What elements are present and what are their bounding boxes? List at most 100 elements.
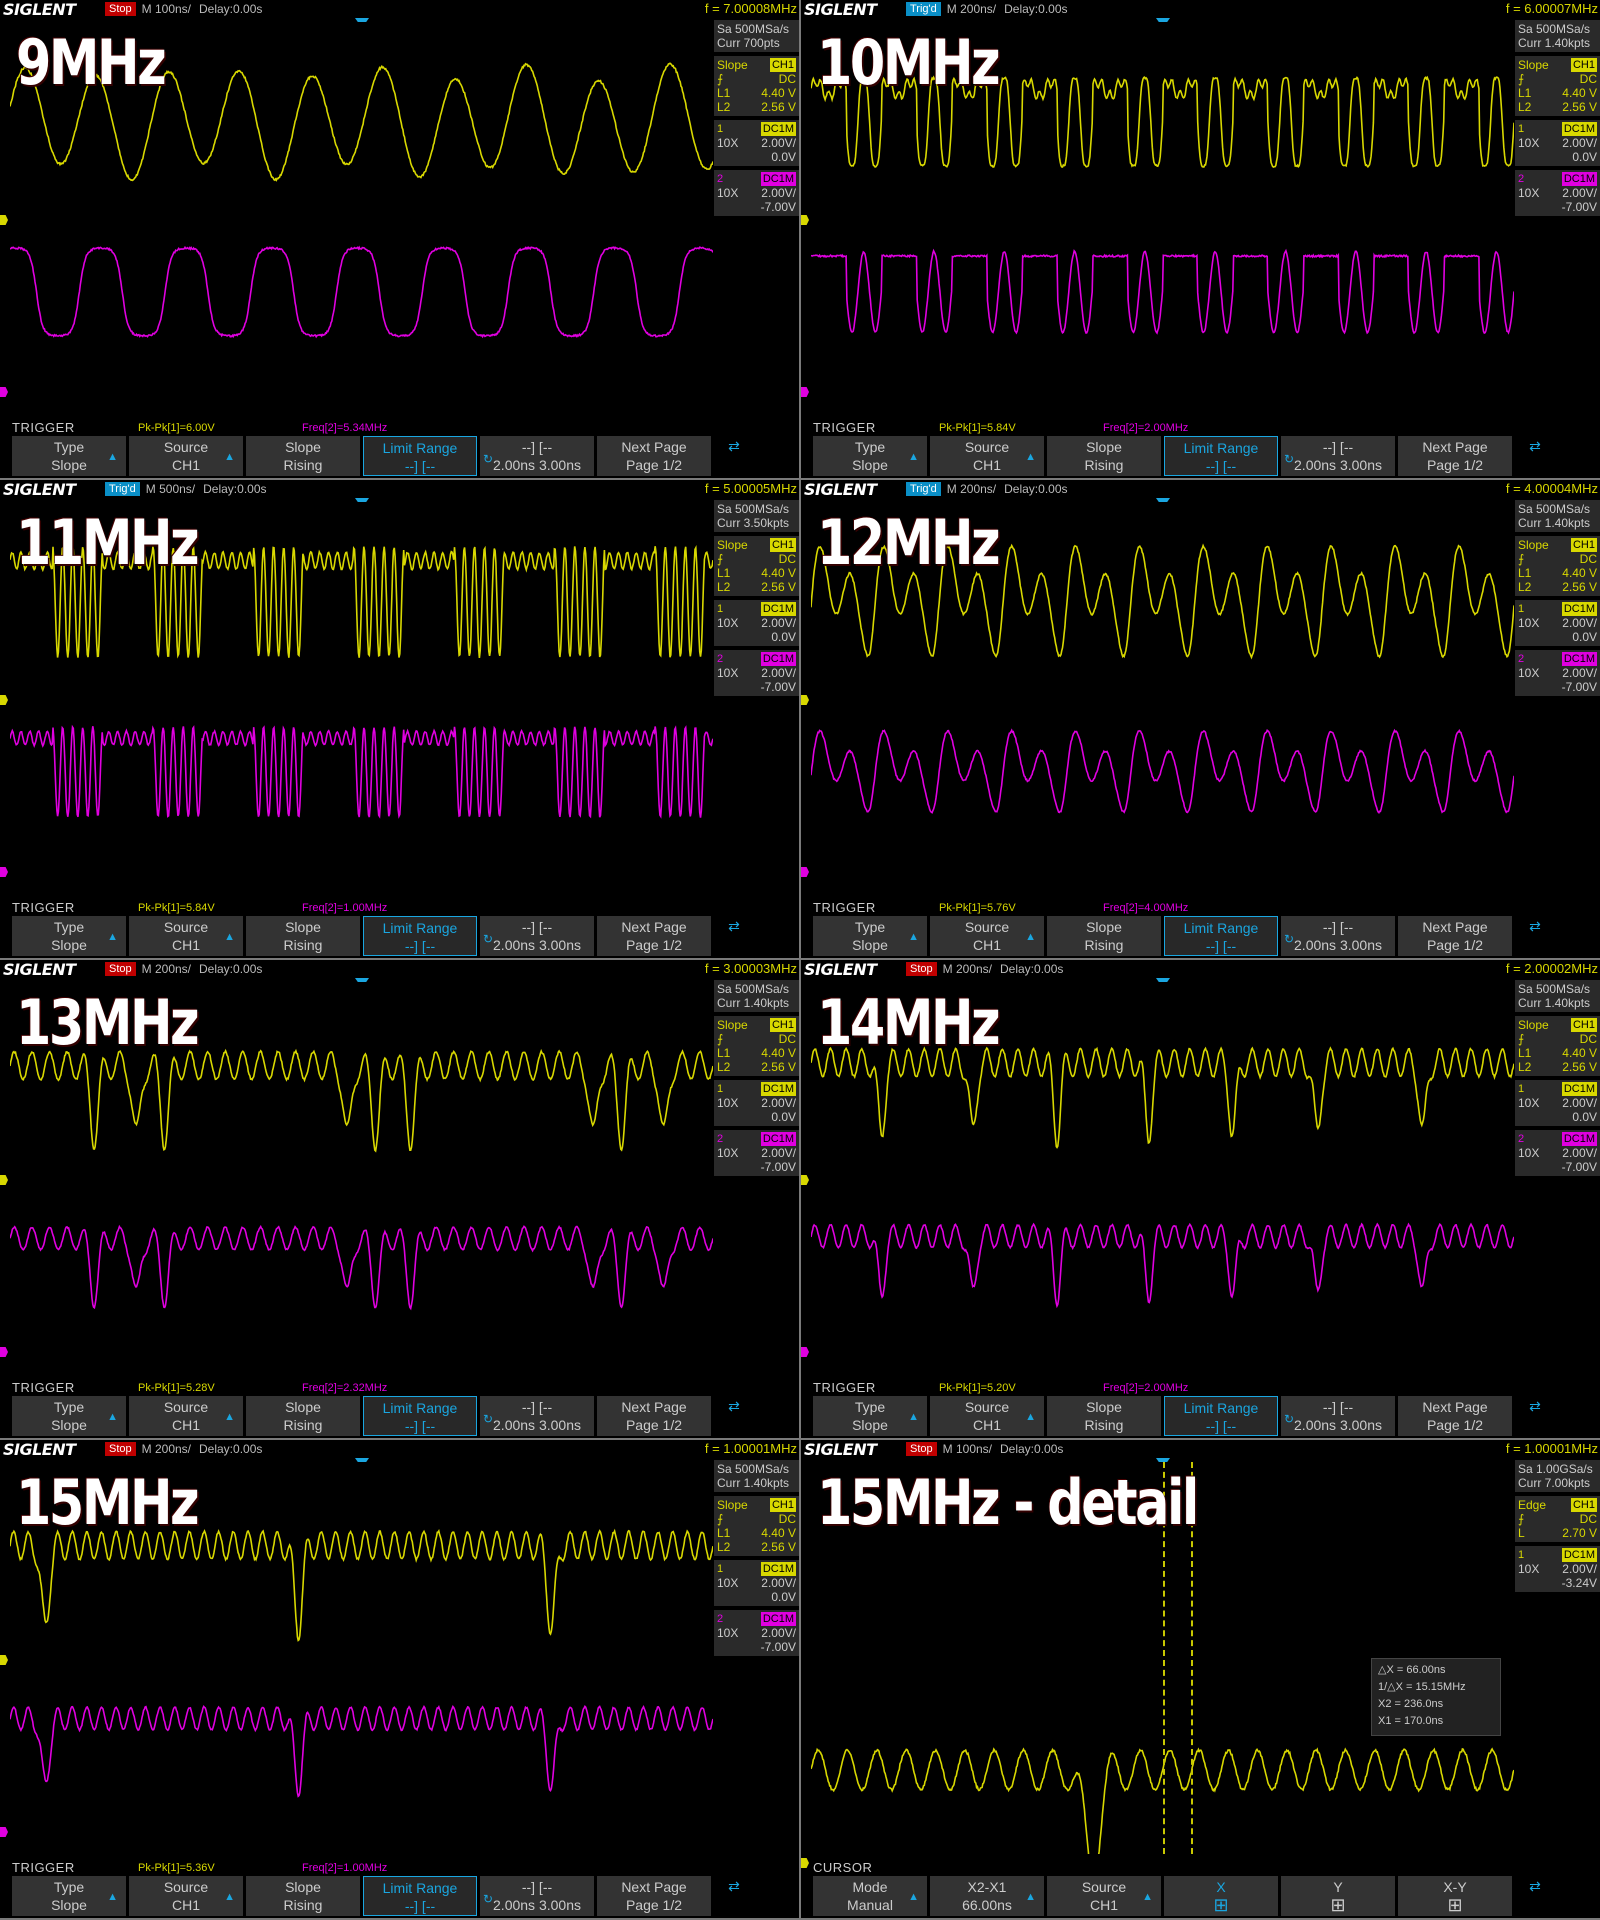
ch1-ground-marker[interactable]: [0, 215, 8, 225]
softkey-source[interactable]: Source CH1 ▲: [129, 436, 243, 476]
run-state-badge[interactable]: Stop: [105, 2, 136, 16]
softkey-slope[interactable]: Slope Rising: [246, 1876, 360, 1916]
softkey--[interactable]: --] [-- 2.00ns 3.00ns ↻: [1281, 436, 1395, 476]
softkey-slope[interactable]: Slope Rising: [1047, 916, 1161, 956]
ch2-ground-marker[interactable]: [0, 1827, 8, 1837]
ch1-info[interactable]: 1 DC1M 10X 2.00V/0.0V: [714, 1560, 799, 1606]
network-icon[interactable]: ⇄: [714, 1876, 754, 1916]
ch1-info[interactable]: 1 DC1M 10X 2.00V/0.0V: [1515, 600, 1600, 646]
softkey-type[interactable]: Type Slope ▲: [813, 436, 927, 476]
trigger-info[interactable]: Slope CH1 ⨍ DC L1 4.40 V L2 2.56 V: [1515, 56, 1600, 116]
softkey--[interactable]: --] [-- 2.00ns 3.00ns ↻: [480, 1396, 594, 1436]
trigger-info[interactable]: Slope CH1 ⨍ DC L1 4.40 V L2 2.56 V: [714, 536, 799, 596]
timebase-label[interactable]: M 100ns/: [142, 2, 191, 16]
trigger-info[interactable]: Slope CH1 ⨍ DC L1 4.40 V L2 2.56 V: [1515, 536, 1600, 596]
softkey-source[interactable]: Source CH1 ▲: [129, 1876, 243, 1916]
ch1-ground-marker[interactable]: [801, 1175, 809, 1185]
network-icon[interactable]: ⇄: [714, 1396, 754, 1436]
ch2-info[interactable]: 2 DC1M 10X 2.00V/-7.00V: [1515, 650, 1600, 696]
ch2-info[interactable]: 2 DC1M 10X 2.00V/-7.00V: [1515, 1130, 1600, 1176]
network-icon[interactable]: ⇄: [714, 916, 754, 956]
network-icon[interactable]: ⇄: [1515, 1876, 1555, 1916]
ch1-ground-marker[interactable]: [801, 215, 809, 225]
softkey-limit-range[interactable]: Limit Range --] [--: [1164, 436, 1278, 476]
delay-label[interactable]: Delay:0.00s: [199, 962, 262, 976]
softkey-x-y[interactable]: X-Y ⊞: [1398, 1876, 1512, 1916]
timebase-label[interactable]: M 100ns/: [943, 1442, 992, 1456]
ch1-ground-marker[interactable]: [801, 695, 809, 705]
delay-label[interactable]: Delay:0.00s: [199, 1442, 262, 1456]
ch2-ground-marker[interactable]: [801, 1347, 809, 1357]
softkey-limit-range[interactable]: Limit Range --] [--: [363, 1396, 477, 1436]
softkey-x[interactable]: X ⊞: [1164, 1876, 1278, 1916]
softkey-type[interactable]: Type Slope ▲: [12, 1396, 126, 1436]
softkey-y[interactable]: Y ⊞: [1281, 1876, 1395, 1916]
ch2-ground-marker[interactable]: [801, 867, 809, 877]
delay-label[interactable]: Delay:0.00s: [1000, 1442, 1063, 1456]
delay-label[interactable]: Delay:0.00s: [199, 2, 262, 16]
ch2-ground-marker[interactable]: [0, 387, 8, 397]
softkey-mode[interactable]: Mode Manual ▲: [813, 1876, 927, 1916]
softkey-source[interactable]: Source CH1 ▲: [1047, 1876, 1161, 1916]
timebase-label[interactable]: M 200ns/: [947, 482, 996, 496]
ch2-info[interactable]: 2 DC1M 10X 2.00V/-7.00V: [714, 650, 799, 696]
softkey-limit-range[interactable]: Limit Range --] [--: [363, 916, 477, 956]
trigger-info[interactable]: Slope CH1 ⨍ DC L1 4.40 V L2 2.56 V: [1515, 1016, 1600, 1076]
ch1-info[interactable]: 1 DC1M 10X 2.00V/0.0V: [714, 600, 799, 646]
ch2-info[interactable]: 2 DC1M 10X 2.00V/-7.00V: [714, 170, 799, 216]
ch1-info[interactable]: 1 DC1M 10X 2.00V/-3.24V: [1515, 1546, 1600, 1592]
softkey-slope[interactable]: Slope Rising: [246, 436, 360, 476]
softkey-slope[interactable]: Slope Rising: [1047, 436, 1161, 476]
run-state-badge[interactable]: Stop: [105, 962, 136, 976]
network-icon[interactable]: ⇄: [714, 436, 754, 476]
softkey--[interactable]: --] [-- 2.00ns 3.00ns ↻: [480, 1876, 594, 1916]
ch1-info[interactable]: 1 DC1M 10X 2.00V/0.0V: [714, 120, 799, 166]
timebase-label[interactable]: M 200ns/: [142, 962, 191, 976]
softkey-type[interactable]: Type Slope ▲: [12, 1876, 126, 1916]
softkey-slope[interactable]: Slope Rising: [246, 1396, 360, 1436]
softkey-source[interactable]: Source CH1 ▲: [930, 436, 1044, 476]
softkey-type[interactable]: Type Slope ▲: [12, 916, 126, 956]
ch1-ground-marker[interactable]: [0, 695, 8, 705]
softkey-limit-range[interactable]: Limit Range --] [--: [1164, 916, 1278, 956]
softkey-next-page[interactable]: Next Page Page 1/2: [1398, 436, 1512, 476]
softkey-type[interactable]: Type Slope ▲: [12, 436, 126, 476]
softkey-next-page[interactable]: Next Page Page 1/2: [1398, 916, 1512, 956]
delay-label[interactable]: Delay:0.00s: [1000, 962, 1063, 976]
softkey-source[interactable]: Source CH1 ▲: [930, 916, 1044, 956]
softkey-source[interactable]: Source CH1 ▲: [129, 1396, 243, 1436]
softkey--[interactable]: --] [-- 2.00ns 3.00ns ↻: [1281, 1396, 1395, 1436]
ch2-ground-marker[interactable]: [801, 387, 809, 397]
softkey-next-page[interactable]: Next Page Page 1/2: [597, 916, 711, 956]
softkey-x2-x1[interactable]: X2-X1 66.00ns ▲: [930, 1876, 1044, 1916]
ch1-info[interactable]: 1 DC1M 10X 2.00V/0.0V: [1515, 1080, 1600, 1126]
ch1-ground-marker[interactable]: [801, 1858, 809, 1868]
timebase-label[interactable]: M 500ns/: [146, 482, 195, 496]
softkey-limit-range[interactable]: Limit Range --] [--: [363, 1876, 477, 1916]
ch2-info[interactable]: 2 DC1M 10X 2.00V/-7.00V: [714, 1130, 799, 1176]
network-icon[interactable]: ⇄: [1515, 436, 1555, 476]
trigger-info[interactable]: Edge CH1 ⨍ DC L 2.70 V: [1515, 1496, 1600, 1542]
run-state-badge[interactable]: Stop: [906, 962, 937, 976]
ch2-ground-marker[interactable]: [0, 1347, 8, 1357]
softkey-source[interactable]: Source CH1 ▲: [930, 1396, 1044, 1436]
network-icon[interactable]: ⇄: [1515, 1396, 1555, 1436]
run-state-badge[interactable]: Stop: [105, 1442, 136, 1456]
ch1-info[interactable]: 1 DC1M 10X 2.00V/0.0V: [1515, 120, 1600, 166]
softkey--[interactable]: --] [-- 2.00ns 3.00ns ↻: [480, 436, 594, 476]
ch2-info[interactable]: 2 DC1M 10X 2.00V/-7.00V: [714, 1610, 799, 1656]
softkey-type[interactable]: Type Slope ▲: [813, 916, 927, 956]
delay-label[interactable]: Delay:0.00s: [1004, 482, 1067, 496]
softkey--[interactable]: --] [-- 2.00ns 3.00ns ↻: [480, 916, 594, 956]
trigger-info[interactable]: Slope CH1 ⨍ DC L1 4.40 V L2 2.56 V: [714, 1496, 799, 1556]
network-icon[interactable]: ⇄: [1515, 916, 1555, 956]
ch2-info[interactable]: 2 DC1M 10X 2.00V/-7.00V: [1515, 170, 1600, 216]
delay-label[interactable]: Delay:0.00s: [1004, 2, 1067, 16]
timebase-label[interactable]: M 200ns/: [142, 1442, 191, 1456]
ch1-ground-marker[interactable]: [0, 1175, 8, 1185]
timebase-label[interactable]: M 200ns/: [943, 962, 992, 976]
run-state-badge[interactable]: Trig'd: [906, 482, 941, 496]
softkey--[interactable]: --] [-- 2.00ns 3.00ns ↻: [1281, 916, 1395, 956]
run-state-badge[interactable]: Trig'd: [105, 482, 140, 496]
softkey-slope[interactable]: Slope Rising: [1047, 1396, 1161, 1436]
